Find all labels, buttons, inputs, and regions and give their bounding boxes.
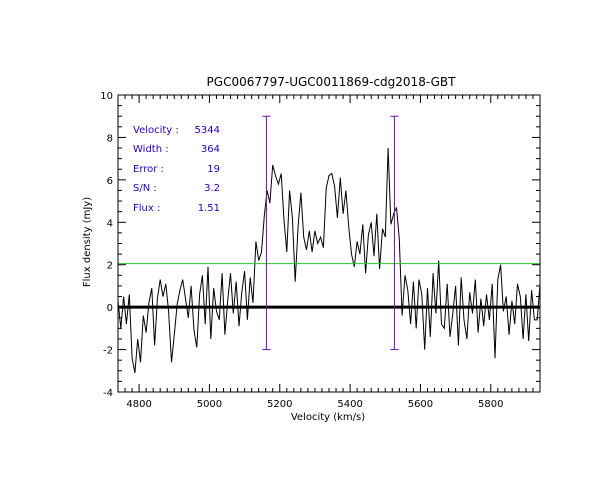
stat-width-value: 364 (201, 144, 220, 155)
y-tick-label: 2 (107, 261, 113, 272)
x-axis: 4800 5000 5200 5400 5600 5800 (117, 95, 541, 410)
stat-error-label: Error : (133, 164, 164, 175)
stat-velocity-value: 5344 (195, 125, 220, 136)
stat-flux-label: Flux : (133, 203, 160, 214)
x-tick-label: 5000 (197, 399, 222, 410)
x-tick-label: 5600 (408, 399, 433, 410)
stat-sn-value: 3.2 (204, 183, 220, 194)
series-spectrum (117, 147, 541, 373)
x-tick-label: 5400 (337, 399, 362, 410)
y-tick-label: 0 (107, 303, 113, 314)
y-tick-label: 6 (107, 176, 113, 187)
y-tick-label: 8 (107, 133, 113, 144)
stat-flux-value: 1.51 (198, 203, 220, 214)
stat-sn-label: S/N : (133, 183, 157, 194)
x-tick-label: 4800 (126, 399, 151, 410)
y-tick-label: -2 (103, 346, 113, 357)
stats-annotations: Velocity : 5344 Width : 364 Error : 19 S… (133, 125, 220, 214)
plot-frame (117, 94, 541, 393)
x-axis-label: Velocity (km/s) (291, 412, 365, 423)
y-axis-label: Flux density (mJy) (82, 197, 93, 287)
y-axis: -4 -2 0 2 4 6 8 10 (100, 91, 540, 399)
chart-title: PGC0067797-UGC0011869-cdg2018-GBT (207, 75, 457, 89)
stat-width-label: Width : (133, 144, 169, 155)
plot-area (117, 94, 541, 393)
y-tick-label: 4 (107, 218, 113, 229)
stat-velocity-label: Velocity : (133, 125, 179, 136)
x-tick-label: 5200 (267, 399, 292, 410)
stat-error-value: 19 (207, 164, 220, 175)
x-tick-label: 5800 (478, 399, 503, 410)
y-tick-label: 10 (100, 91, 113, 102)
y-tick-label: -4 (103, 388, 113, 399)
